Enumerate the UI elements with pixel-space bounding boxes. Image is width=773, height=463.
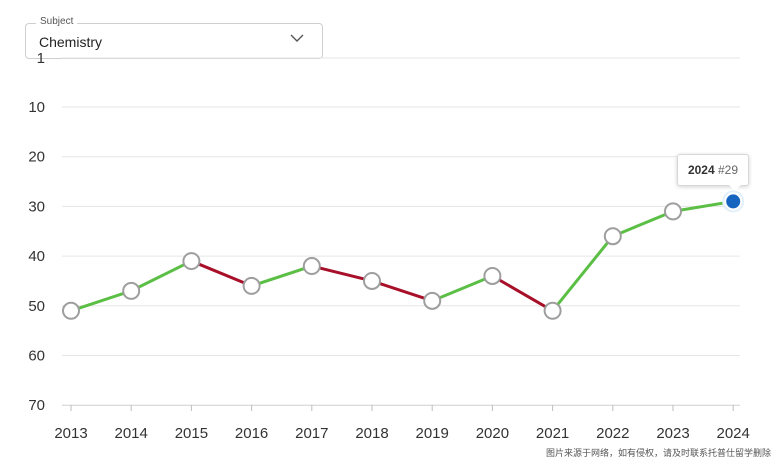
series-segment [430, 274, 494, 303]
x-tick-label: 2020 [476, 425, 509, 442]
x-tick-label: 2016 [235, 425, 268, 442]
tooltip-year: 2024 [687, 163, 715, 177]
y-tick-label: 1 [37, 50, 45, 67]
tooltip-rank: #29 [718, 163, 739, 177]
x-tick-label: 2019 [416, 425, 449, 442]
data-point [363, 271, 381, 290]
tooltip-arrow [729, 185, 741, 191]
x-tick-label: 2014 [115, 425, 148, 442]
data-point [543, 301, 562, 320]
watermark: 图片来源于网络，如有侵权，请及时联系托普仕留学删除 [545, 449, 771, 459]
x-tick-label: 2013 [54, 425, 87, 442]
y-tick-label: 50 [28, 298, 45, 315]
series-segment [611, 209, 675, 238]
x-tick-label: 2015 [175, 425, 208, 442]
x-tick-label: 2021 [536, 425, 569, 442]
data-point [62, 301, 80, 320]
chevron-down-icon [290, 34, 304, 42]
y-tick-label: 10 [28, 99, 45, 116]
y-tick-label: 40 [28, 248, 45, 265]
chart-tooltip: 2024 #29 [677, 154, 749, 186]
data-point [483, 266, 502, 285]
y-tick-label: 70 [28, 397, 45, 414]
data-point [182, 252, 201, 271]
series-segment [189, 259, 254, 288]
y-tick-label: 30 [28, 198, 45, 215]
y-tick-label: 60 [28, 348, 45, 365]
x-tick-label: 2017 [295, 425, 328, 442]
data-point [122, 281, 141, 300]
data-point [664, 202, 682, 221]
series-segment [69, 289, 133, 313]
x-tick-label: 2018 [355, 425, 388, 442]
series-segment [370, 279, 434, 303]
series-segment [250, 264, 314, 288]
y-tick-label: 20 [28, 149, 45, 166]
data-point-highlighted [724, 192, 743, 211]
subject-select[interactable]: Subject Chemistry [25, 16, 323, 59]
x-tick-label: 2022 [596, 425, 629, 442]
x-tick-label: 2023 [656, 425, 689, 442]
data-point [423, 291, 442, 310]
data-point [603, 227, 622, 246]
series-segment [490, 274, 555, 313]
series-segment [129, 259, 193, 293]
subject-label: Subject [36, 16, 78, 27]
x-tick-label: 2024 [717, 425, 750, 442]
subject-value: Chemistry [39, 34, 103, 50]
series-segment [310, 264, 374, 283]
data-point [302, 257, 321, 276]
data-point [242, 276, 261, 295]
series-segment [551, 234, 615, 313]
